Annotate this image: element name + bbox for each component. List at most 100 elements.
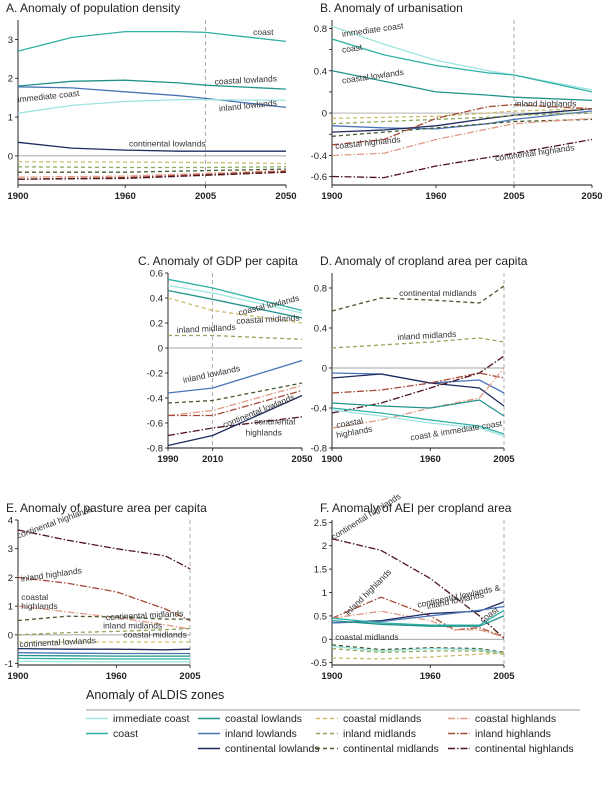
series-line-coast — [331, 407, 505, 435]
series-annotation: highlands — [21, 601, 57, 611]
legend-label-continental-midlands: continental midlands — [343, 743, 439, 755]
series-line-immediate-coast — [167, 284, 303, 314]
series-line-coastal-midlands — [331, 108, 593, 120]
y-tick-label: 0 — [158, 344, 163, 355]
panel-d: D. Anomaly of cropland area per capita -0… — [311, 254, 528, 465]
chart-panels: A. Anomaly of population density 0 1 2 3 1900… — [5, 1, 602, 682]
y-tick-label: 0.4 — [314, 66, 327, 77]
x-tick-label: 1960 — [420, 454, 441, 465]
x-tick-label: 2005 — [179, 671, 201, 682]
x-tick-label: 1900 — [321, 454, 342, 465]
series-annotation: coastal lowlands — [341, 67, 404, 86]
x-tick-label: 1900 — [7, 671, 28, 682]
x-tick-label: 1900 — [321, 671, 342, 682]
panel-title: B. Anomaly of urbanisation — [320, 1, 463, 15]
y-tick-label: 2 — [8, 573, 13, 584]
series-line-coastal-lowlands — [331, 615, 505, 627]
legend-label-inland-midlands: inland midlands — [343, 728, 416, 740]
y-tick-label: 1.5 — [314, 565, 327, 576]
y-tick-label: 0.8 — [314, 284, 327, 295]
series-line-continental-highlands — [331, 355, 505, 414]
y-tick-label: 1 — [322, 588, 327, 599]
x-tick-label: 1960 — [106, 671, 127, 682]
series-annotation: inland highlands — [515, 99, 576, 109]
legend-title: Anomaly of ALDIS zones — [86, 688, 224, 702]
series-line-coastal-lowlands — [331, 70, 593, 102]
x-tick-label: 1960 — [115, 191, 136, 202]
series-line-coastal-highlands — [17, 169, 287, 178]
panel-title: D. Anomaly of cropland area per capita — [320, 254, 528, 268]
series-line-coast — [17, 657, 190, 660]
series-annotation: continental highlands — [329, 491, 402, 542]
x-tick-label: 2005 — [493, 671, 515, 682]
series-line-coastal-lowlands — [17, 79, 287, 90]
series-line-coastal-midlands — [167, 297, 303, 324]
series-annotation: coastal lowlands — [214, 73, 277, 86]
series-line-inland-midlands — [17, 166, 287, 169]
series-annotation: immediate coast — [17, 88, 80, 104]
y-tick-label: 1 — [8, 113, 13, 124]
series-line-coastal-lowlands — [167, 289, 303, 319]
y-tick-label: 2 — [322, 541, 327, 552]
legend-label-coastal-highlands: coastal highlands — [475, 713, 556, 725]
series-annotation: coast — [341, 42, 363, 55]
series-line-coastal-highlands — [167, 384, 303, 417]
series-annotation: coastal — [336, 415, 364, 430]
series-line-coast — [331, 38, 593, 93]
legend-label-continental-highlands: continental highlands — [475, 743, 574, 755]
y-tick-label: -0.8 — [311, 444, 327, 455]
legend-label-immediate-coast: immediate coast — [113, 713, 190, 725]
x-tick-label: 1960 — [425, 191, 446, 202]
x-tick-label: 1960 — [420, 671, 441, 682]
series-annotation: immediate coast — [341, 20, 404, 39]
series-line-coastal-midlands — [17, 161, 287, 165]
y-tick-label: -0.6 — [311, 172, 327, 183]
x-tick-label: 2050 — [275, 191, 296, 202]
legend-label-coast: coast — [113, 728, 138, 740]
y-tick-label: -0.2 — [147, 369, 163, 380]
series-line-continental-midlands — [331, 118, 593, 137]
series-annotation: inland highlands — [343, 567, 394, 618]
y-tick-label: 0 — [8, 151, 13, 162]
series-line-continental-highlands — [17, 171, 287, 180]
series-annotation: highlands — [246, 428, 282, 438]
y-tick-label: 3 — [8, 35, 13, 46]
x-tick-label: 2005 — [503, 191, 525, 202]
panel-title: C. Anomaly of GDP per capita — [138, 254, 298, 268]
series-line-immediate-coast — [17, 98, 287, 114]
panel-b: B. Anomaly of urbanisation -0.6 -0.4 0 0.4 0.… — [311, 1, 602, 202]
x-tick-label: 2050 — [581, 191, 602, 202]
legend: Anomaly of ALDIS zones immediate coast co… — [86, 688, 580, 755]
panel-title: E. Anomaly of pasture area per capita — [6, 501, 207, 515]
series-line-coastal-lowlands — [331, 399, 505, 417]
series-annotation: coastal highlands — [335, 134, 401, 151]
series-line-continental-midlands — [17, 615, 190, 622]
series-annotation: continental highlands — [494, 142, 574, 163]
series-line-coast — [17, 30, 287, 52]
legend-label-inland-highlands: inland highlands — [475, 728, 551, 740]
series-line-coast — [331, 609, 505, 626]
y-tick-label: -0.4 — [311, 404, 327, 415]
series-line-inland-lowlands — [167, 359, 303, 394]
y-tick-label: 0.4 — [150, 294, 163, 305]
x-tick-label: 1900 — [321, 191, 342, 202]
series-line-coast — [167, 278, 303, 312]
y-tick-label: -0.8 — [147, 444, 163, 455]
x-tick-label: 1900 — [7, 191, 28, 202]
series-annotation: coastal midlands — [123, 630, 186, 640]
series-line-inland-highlands — [331, 596, 505, 638]
series-annotation: continental — [254, 416, 295, 426]
y-tick-label: 0 — [322, 109, 327, 120]
series-line-continental-midlands — [331, 644, 505, 654]
y-tick-label: -0.4 — [147, 394, 163, 405]
y-tick-label: -0.5 — [311, 658, 327, 669]
y-tick-label: 2.5 — [314, 518, 327, 529]
y-tick-label: -1 — [5, 659, 13, 670]
y-tick-label: 3 — [8, 544, 13, 555]
series-line-inland-midlands — [17, 627, 191, 636]
x-tick-label: 2005 — [493, 454, 515, 465]
panel-title: F. Anomaly of AEI per cropland area — [320, 501, 512, 515]
panel-title: A. Anomaly of population density — [6, 1, 180, 15]
series-line-inland-highlands — [331, 103, 593, 146]
